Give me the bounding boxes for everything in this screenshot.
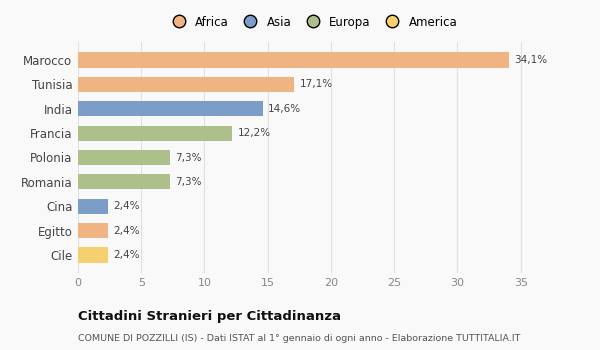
Text: 2,4%: 2,4% xyxy=(113,201,140,211)
Text: 14,6%: 14,6% xyxy=(268,104,301,114)
Bar xyxy=(78,52,509,68)
Text: 12,2%: 12,2% xyxy=(238,128,271,138)
Text: 17,1%: 17,1% xyxy=(299,79,332,89)
Bar xyxy=(78,150,170,165)
Bar xyxy=(78,126,232,141)
Text: 2,4%: 2,4% xyxy=(113,226,140,236)
Text: Cittadini Stranieri per Cittadinanza: Cittadini Stranieri per Cittadinanza xyxy=(78,310,341,323)
Bar xyxy=(78,174,170,189)
Text: 2,4%: 2,4% xyxy=(113,250,140,260)
Text: 34,1%: 34,1% xyxy=(514,55,548,65)
Bar xyxy=(78,77,294,92)
Bar xyxy=(78,247,109,262)
Text: COMUNE DI POZZILLI (IS) - Dati ISTAT al 1° gennaio di ogni anno - Elaborazione T: COMUNE DI POZZILLI (IS) - Dati ISTAT al … xyxy=(78,334,520,343)
Text: 7,3%: 7,3% xyxy=(175,153,202,162)
Legend: Africa, Asia, Europa, America: Africa, Asia, Europa, America xyxy=(164,13,460,31)
Text: 7,3%: 7,3% xyxy=(175,177,202,187)
Bar xyxy=(78,199,109,214)
Bar xyxy=(78,223,109,238)
Bar xyxy=(78,101,263,116)
